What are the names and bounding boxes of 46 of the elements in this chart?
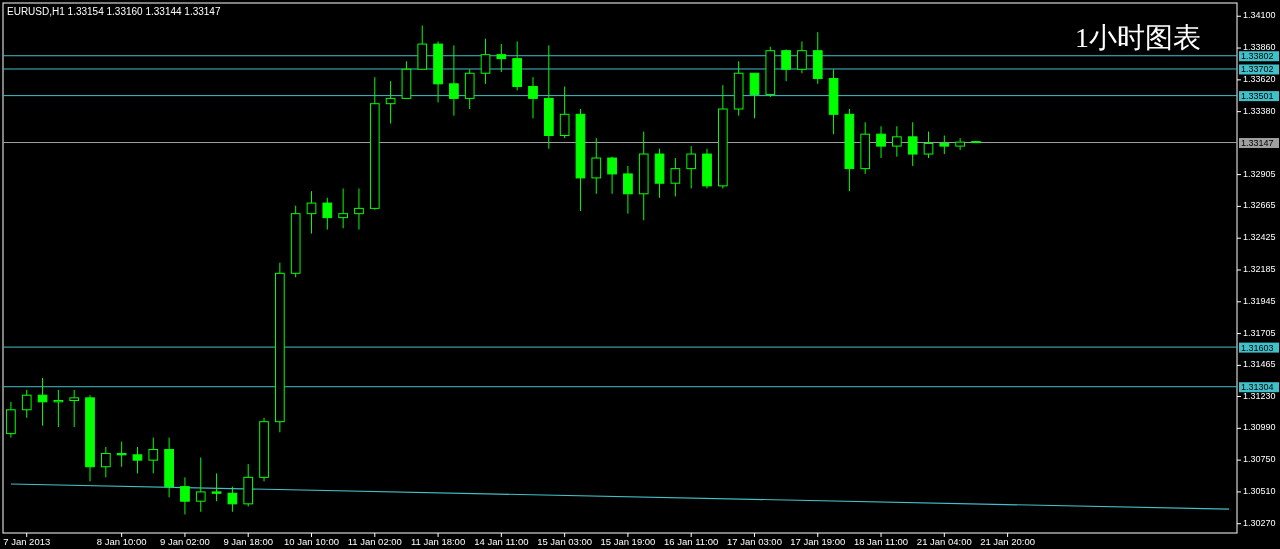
x-tick-label: 14 Jan 11:00 xyxy=(474,536,529,547)
x-tick-label: 9 Jan 02:00 xyxy=(160,536,210,547)
x-tick-label: 11 Jan 02:00 xyxy=(347,536,402,547)
ref-label: 1.33501 xyxy=(1239,91,1279,102)
x-tick-label: 11 Jan 18:00 xyxy=(410,536,466,547)
x-tick-label: 17 Jan 19:00 xyxy=(790,536,846,547)
x-tick-label: 15 Jan 19:00 xyxy=(600,536,656,547)
annotation: 1小时图表 xyxy=(1075,22,1201,53)
ref-line-label: 1.33501 xyxy=(1241,91,1274,102)
x-tick-label: 21 Jan 04:00 xyxy=(916,536,972,547)
x-tick-label: 7 Jan 2013 xyxy=(3,536,51,547)
y-tick-label: 1.32185 xyxy=(1243,263,1276,274)
chart-title: EURUSD,H1 1.33154 1.33160 1.33144 1.33147 xyxy=(7,6,221,17)
y-tick-label: 1.33620 xyxy=(1243,73,1276,84)
ref-line-label: 1.33702 xyxy=(1241,64,1274,75)
ref-line-label: 1.33147 xyxy=(1241,138,1274,149)
x-tick-label: 9 Jan 18:00 xyxy=(223,536,274,547)
y-tick-label: 1.30510 xyxy=(1243,485,1276,496)
y-tick-label: 1.30750 xyxy=(1243,454,1276,465)
ref-line-label: 1.31603 xyxy=(1241,342,1274,353)
y-tick-label: 1.30270 xyxy=(1243,517,1276,528)
y-tick-label: 1.32905 xyxy=(1243,168,1276,179)
ref-label: 1.33702 xyxy=(1239,64,1279,75)
y-tick-label: 1.31705 xyxy=(1243,327,1276,338)
x-tick-label: 15 Jan 03:00 xyxy=(537,536,593,547)
y-tick-label: 1.34100 xyxy=(1243,10,1276,21)
y-tick-label: 1.30990 xyxy=(1243,422,1276,433)
ref-label: 1.31304 xyxy=(1239,382,1279,393)
x-tick-label: 8 Jan 10:00 xyxy=(96,536,147,547)
x-tick-label: 17 Jan 03:00 xyxy=(727,536,782,547)
y-tick-label: 1.31465 xyxy=(1243,359,1276,370)
ref-label: 1.31603 xyxy=(1239,342,1279,353)
y-tick-label: 1.31945 xyxy=(1243,295,1276,306)
ref-label: 1.33147 xyxy=(1239,138,1279,148)
y-tick-label: 1.32425 xyxy=(1243,232,1276,243)
x-tick-label: 10 Jan 10:00 xyxy=(284,536,339,547)
ref-label: 1.33802 xyxy=(1239,51,1279,62)
y-tick-label: 1.32665 xyxy=(1243,200,1276,211)
x-tick-label: 18 Jan 11:00 xyxy=(853,536,909,547)
x-tick-label: 21 Jan 20:00 xyxy=(980,536,1036,547)
ref-line-label: 1.33802 xyxy=(1241,51,1274,62)
y-tick-label: 1.33380 xyxy=(1243,105,1276,116)
y-tick-label: 1.31230 xyxy=(1243,390,1276,401)
ref-line-label: 1.31304 xyxy=(1241,382,1274,393)
x-tick-label: 16 Jan 11:00 xyxy=(664,536,719,547)
y-tick-label: 1.33860 xyxy=(1243,42,1276,53)
